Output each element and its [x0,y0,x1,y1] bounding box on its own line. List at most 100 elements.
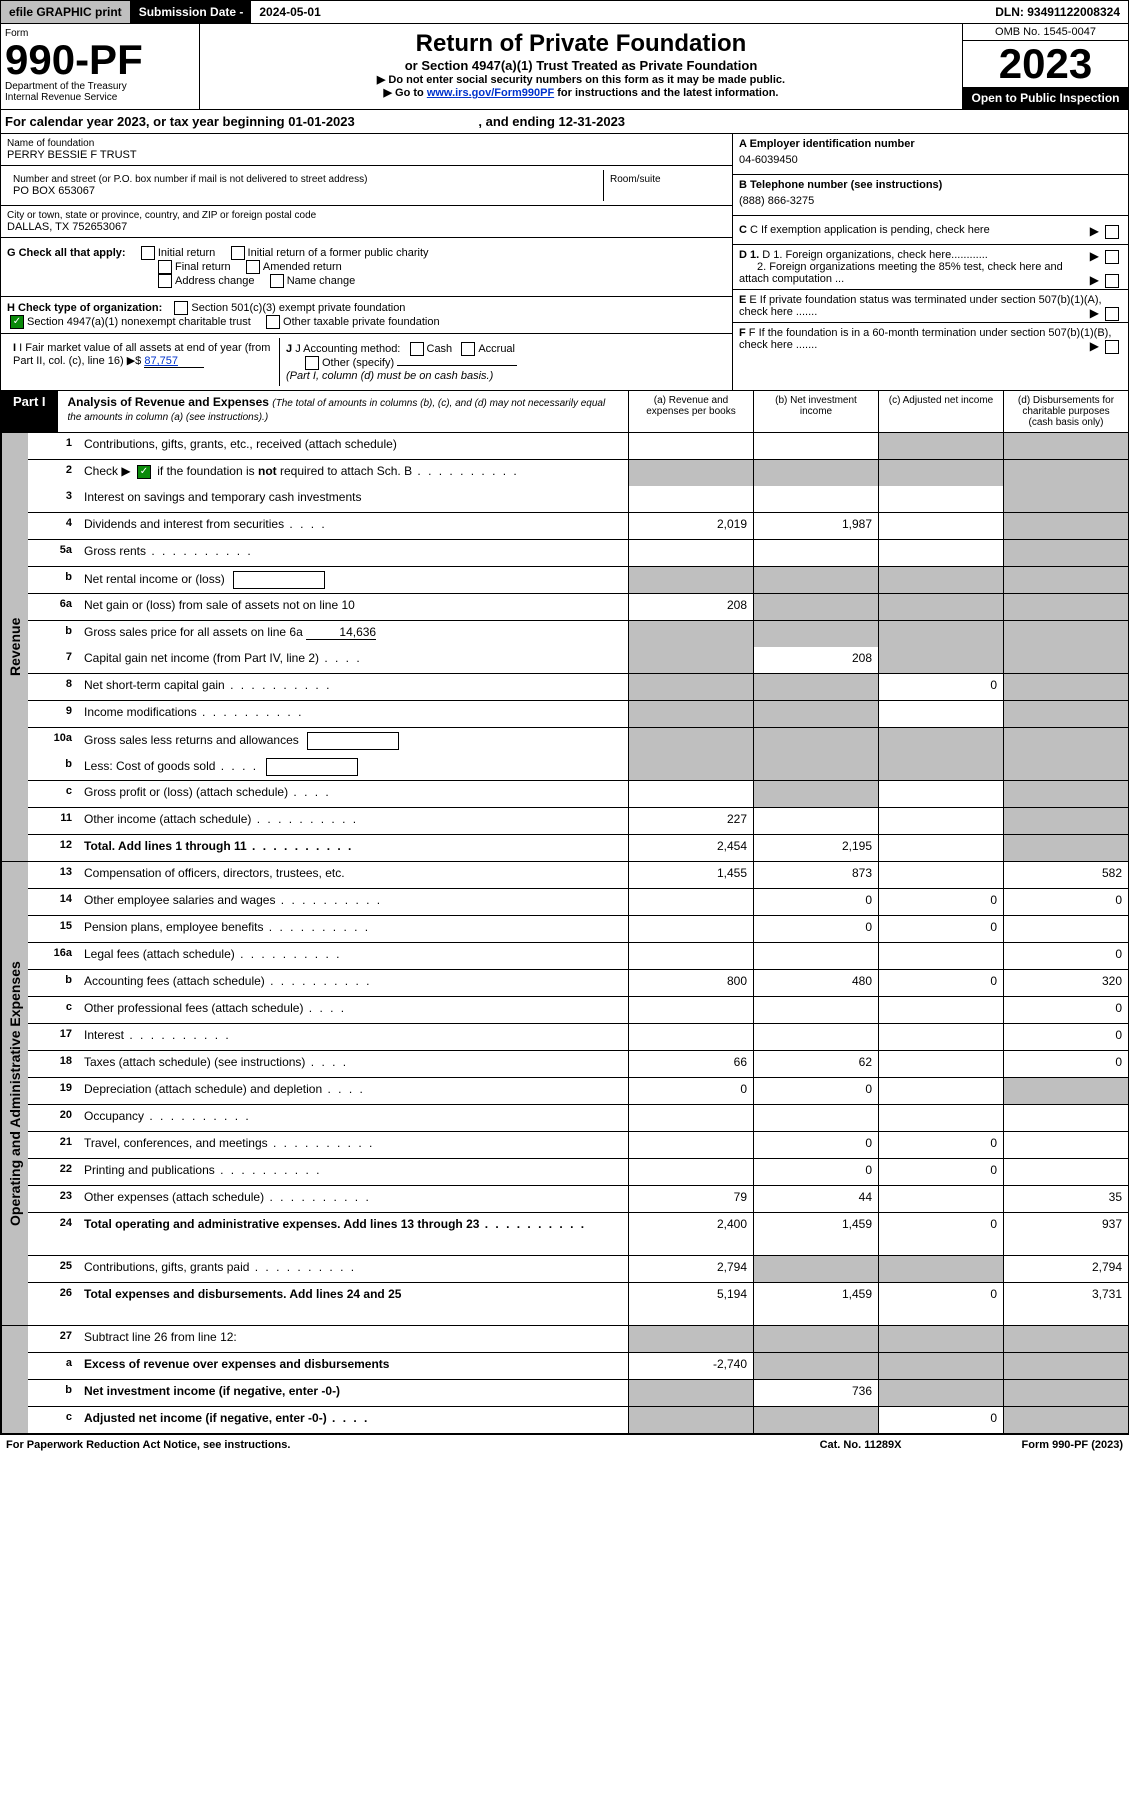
efile-button[interactable]: efile GRAPHIC print [1,1,131,23]
row-num: 19 [28,1078,78,1104]
part1-label: Part I [1,391,58,432]
irs-link[interactable]: www.irs.gov/Form990PF [427,87,554,99]
row-label: Income modifications [78,701,628,727]
g-checks: G Check all that apply: Initial return I… [1,238,732,297]
row-label: Total. Add lines 1 through 11 [78,835,628,861]
cell-value: 320 [1003,970,1128,996]
table-row: 1Contributions, gifts, grants, etc., rec… [28,433,1128,460]
row-num: 18 [28,1051,78,1077]
cell-value: 2,400 [628,1213,753,1255]
accrual-checkbox[interactable] [461,342,475,356]
cell-shaded [753,594,878,620]
row-label: Taxes (attach schedule) (see instruction… [78,1051,628,1077]
fmv-value[interactable]: 87,757 [144,355,204,368]
cell-shaded [628,647,753,673]
address-change-checkbox[interactable] [158,274,172,288]
i-j-row: I I Fair market value of all assets at e… [1,334,732,390]
table-row: 18Taxes (attach schedule) (see instructi… [28,1051,1128,1078]
table-row: 25Contributions, gifts, grants paid2,794… [28,1256,1128,1283]
cell-value: 66 [628,1051,753,1077]
row-num: 12 [28,835,78,861]
d1-checkbox[interactable] [1105,250,1119,264]
cell-value [628,1132,753,1158]
cell-shaded [878,567,1003,593]
e-checkbox[interactable] [1105,307,1119,321]
cell-shaded [753,460,878,486]
note2: ▶ Go to www.irs.gov/Form990PF for instru… [206,86,956,99]
row-label: Depreciation (attach schedule) and deple… [78,1078,628,1104]
cell-value [628,540,753,566]
cell-value: 0 [878,674,1003,700]
city-cell: City or town, state or province, country… [1,206,732,238]
note1: ▶ Do not enter social security numbers o… [206,73,956,86]
other-taxable-checkbox[interactable] [266,315,280,329]
c-checkbox[interactable] [1105,225,1119,239]
table-row: 4Dividends and interest from securities2… [28,513,1128,540]
cell-shaded [753,1407,878,1433]
other-method-checkbox[interactable] [305,356,319,370]
footer: For Paperwork Reduction Act Notice, see … [0,1434,1129,1455]
cell-shaded [753,781,878,807]
cell-value [753,997,878,1023]
row-num: 17 [28,1024,78,1050]
inline-input[interactable] [233,571,325,589]
inline-input[interactable] [307,732,399,750]
cell-shaded [1003,1380,1128,1406]
revenue-section: Revenue 1Contributions, gifts, grants, e… [0,433,1129,862]
row-label: Travel, conferences, and meetings [78,1132,628,1158]
cell-value: 2,794 [628,1256,753,1282]
amended-checkbox[interactable] [246,260,260,274]
cell-value: 0 [878,970,1003,996]
final-return-checkbox[interactable] [158,260,172,274]
expense-label: Operating and Administrative Expenses [1,862,28,1325]
table-row: 14Other employee salaries and wages000 [28,889,1128,916]
cell-value: 1,987 [753,513,878,539]
cell-value [878,1078,1003,1104]
col-a: (a) Revenue and expenses per books [628,391,753,432]
inline-input[interactable] [266,758,358,776]
cash-checkbox[interactable] [410,342,424,356]
cell-shaded [1003,647,1128,673]
phone-cell: B Telephone number (see instructions)(88… [733,175,1128,216]
row-label: Other employee salaries and wages [78,889,628,915]
e-cell: E E If private foundation status was ter… [733,290,1128,323]
bottom-section: 27Subtract line 26 from line 12:aExcess … [0,1326,1129,1434]
tax-year: 2023 [963,41,1128,87]
cell-value [878,1051,1003,1077]
dept2: Internal Revenue Service [5,92,195,103]
cell-shaded [1003,594,1128,620]
sch-b-checkbox[interactable] [137,465,151,479]
cell-value [878,486,1003,512]
cell-value [878,701,1003,727]
table-row: 27Subtract line 26 from line 12: [28,1326,1128,1353]
row-label: Occupancy [78,1105,628,1131]
cell-shaded [753,1256,878,1282]
cell-value: 0 [1003,1024,1128,1050]
row-num: 8 [28,674,78,700]
dln: DLN: 93491122008324 [987,1,1128,23]
501c3-checkbox[interactable] [174,301,188,315]
f-checkbox[interactable] [1105,340,1119,354]
4947-checkbox[interactable] [10,315,24,329]
cell-value: 0 [1003,1051,1128,1077]
initial-former-checkbox[interactable] [231,246,245,260]
cell-shaded [1003,674,1128,700]
name-change-checkbox[interactable] [270,274,284,288]
cell-value: 873 [753,862,878,888]
cell-shaded [628,621,753,647]
row-num: c [28,781,78,807]
row-label: Other income (attach schedule) [78,808,628,834]
table-row: 11Other income (attach schedule)227 [28,808,1128,835]
initial-return-checkbox[interactable] [141,246,155,260]
ein-cell: A Employer identification number04-60394… [733,134,1128,175]
cell-shaded [1003,781,1128,807]
d2-checkbox[interactable] [1105,274,1119,288]
cell-value [878,835,1003,861]
table-row: 12Total. Add lines 1 through 112,4542,19… [28,835,1128,861]
cell-shaded [628,567,753,593]
cell-value: 227 [628,808,753,834]
cell-shaded [1003,540,1128,566]
row-label: Check ▶ if the foundation is not require… [78,460,628,486]
cell-value [1003,1105,1128,1131]
cell-shaded [878,754,1003,780]
